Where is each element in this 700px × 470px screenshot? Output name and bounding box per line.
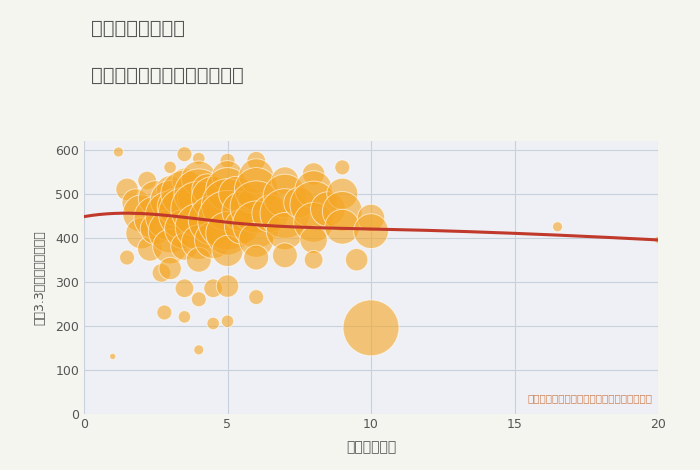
Point (207, 236, 218, 243)
Point (265, 210, 276, 217)
Point (279, 210, 290, 217)
Point (222, 186, 233, 193)
Point (351, 256, 363, 264)
Y-axis label: 坪（3.3㎡）単価（万円）: 坪（3.3㎡）単価（万円） (34, 230, 47, 325)
Point (337, 164, 348, 171)
Text: 円の大きさは、取引のあった物件面積を示す: 円の大きさは、取引のあった物件面積を示す (527, 393, 652, 403)
Point (179, 243, 190, 251)
Point (222, 229, 233, 237)
Point (207, 195, 218, 202)
X-axis label: 駅距離（分）: 駅距離（分） (346, 440, 396, 454)
Point (222, 216, 233, 224)
Point (365, 324, 377, 332)
Point (193, 296, 204, 303)
Point (107, 352, 118, 360)
Text: 東京都神楽坂駅の: 東京都神楽坂駅の (91, 19, 185, 38)
Point (193, 190, 204, 197)
Point (552, 223, 564, 230)
Point (122, 254, 133, 261)
Point (365, 227, 377, 235)
Point (222, 172, 233, 180)
Point (150, 195, 161, 202)
Point (179, 150, 190, 158)
Point (222, 318, 233, 325)
Point (337, 223, 348, 230)
Point (193, 346, 204, 353)
Point (179, 225, 190, 233)
Point (188, 195, 199, 202)
Point (122, 186, 133, 193)
Point (251, 236, 262, 243)
Point (279, 251, 290, 259)
Point (237, 208, 248, 215)
Point (159, 309, 170, 316)
Point (323, 205, 334, 213)
Point (251, 186, 262, 193)
Point (251, 293, 262, 301)
Point (308, 219, 319, 226)
Point (308, 201, 319, 209)
Point (150, 225, 161, 233)
Point (308, 236, 319, 243)
Point (136, 229, 147, 237)
Point (164, 265, 176, 272)
Point (164, 212, 176, 219)
Point (193, 175, 204, 182)
Point (337, 190, 348, 197)
Point (222, 157, 233, 164)
Point (308, 256, 319, 264)
Point (179, 177, 190, 184)
Point (150, 214, 161, 222)
Point (193, 155, 204, 162)
Point (179, 210, 190, 217)
Point (251, 157, 262, 164)
Point (308, 186, 319, 193)
Point (136, 210, 147, 217)
Point (179, 190, 190, 197)
Point (222, 201, 233, 209)
Point (237, 223, 248, 230)
Point (207, 320, 218, 327)
Point (279, 192, 290, 200)
Point (113, 148, 124, 156)
Point (294, 199, 305, 206)
Point (251, 221, 262, 228)
Point (652, 236, 664, 243)
Point (337, 208, 348, 215)
Point (156, 269, 167, 277)
Point (279, 177, 290, 184)
Point (193, 205, 204, 213)
Point (130, 199, 141, 206)
Point (179, 313, 190, 321)
Point (164, 196, 176, 204)
Point (365, 214, 377, 222)
Point (164, 243, 176, 251)
Point (222, 247, 233, 255)
Point (207, 216, 218, 224)
Point (144, 245, 155, 252)
Point (170, 203, 181, 211)
Point (308, 170, 319, 178)
Point (193, 238, 204, 246)
Point (230, 190, 241, 197)
Point (245, 196, 256, 204)
Point (164, 227, 176, 235)
Text: 駅距離別中古マンション価格: 駅距離別中古マンション価格 (91, 66, 244, 85)
Point (207, 284, 218, 292)
Point (193, 256, 204, 264)
Point (179, 284, 190, 292)
Point (251, 254, 262, 261)
Point (141, 177, 153, 184)
Point (222, 282, 233, 290)
Point (164, 186, 176, 193)
Point (251, 172, 262, 180)
Point (164, 164, 176, 171)
Point (251, 203, 262, 211)
Point (279, 227, 290, 235)
Point (193, 223, 204, 230)
Point (202, 186, 213, 193)
